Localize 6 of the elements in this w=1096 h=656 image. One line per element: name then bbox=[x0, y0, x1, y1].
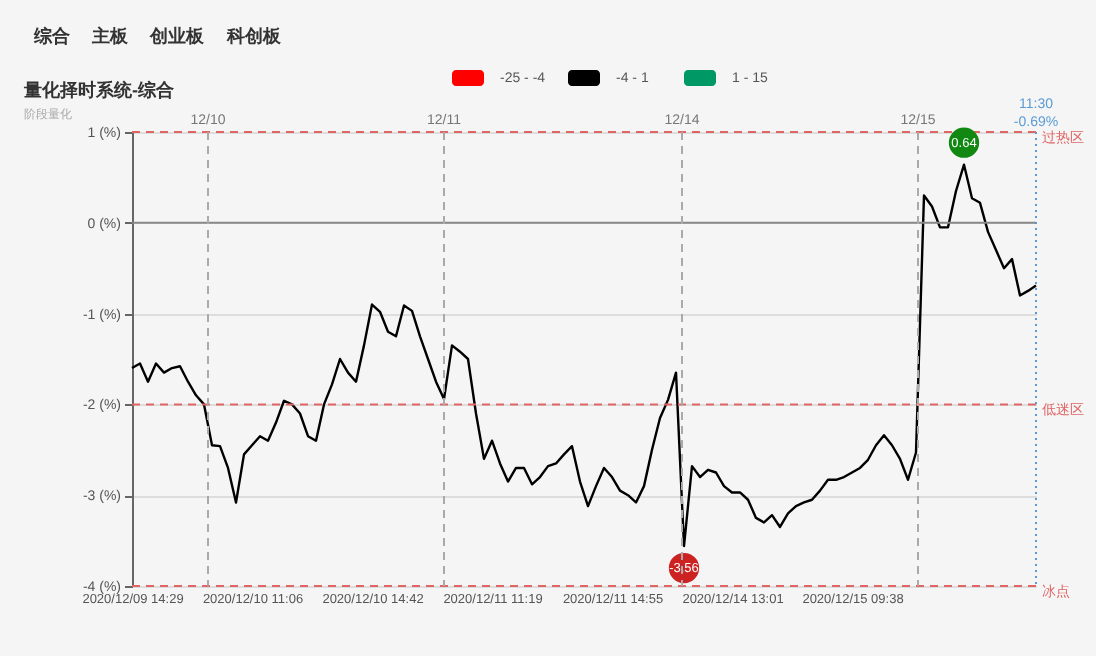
text: 主板 bbox=[90, 26, 130, 46]
text: 综合 bbox=[32, 26, 72, 46]
chart-title: 量化择时系统-综合 bbox=[22, 80, 176, 100]
text: 创业板 bbox=[148, 26, 206, 46]
text: 科创板 bbox=[225, 26, 283, 46]
line-series bbox=[130, 163, 1038, 548]
